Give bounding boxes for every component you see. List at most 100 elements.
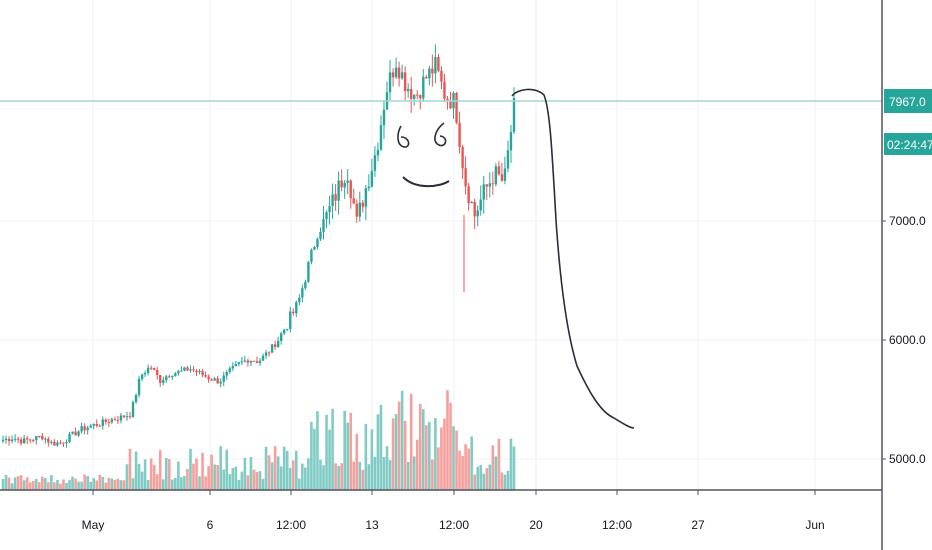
candle-body [198, 371, 201, 373]
candle-body [352, 198, 355, 204]
candle-body [325, 212, 328, 220]
candle-body [370, 170, 374, 187]
candle-body [131, 402, 135, 417]
volume-bar [376, 414, 380, 490]
volume-bar [80, 481, 83, 490]
candle-body [406, 88, 410, 92]
volume-bar [394, 414, 398, 490]
candle-body [264, 352, 268, 356]
volume-bar [143, 459, 147, 490]
candle-body [204, 375, 207, 377]
volume-bar [343, 410, 346, 490]
volume-bar [225, 449, 229, 490]
volume-bar [319, 459, 322, 490]
candle-body [506, 150, 510, 169]
volume-bar [255, 472, 259, 490]
candle-body [10, 439, 14, 442]
candle-body [104, 419, 108, 423]
candle-body [107, 422, 111, 424]
volume-bar [62, 479, 65, 490]
volume-bar [391, 418, 395, 490]
volume-bar [273, 446, 277, 490]
xtick-label: 13 [365, 518, 379, 532]
candle-body [140, 374, 144, 379]
candle-body [80, 426, 83, 432]
volume-bar [77, 481, 80, 490]
candle-body [210, 379, 213, 381]
volume-bar [488, 464, 492, 490]
candle-body [86, 427, 89, 431]
volume-bar [400, 390, 404, 490]
candle-body [98, 425, 101, 427]
volume-bar [155, 474, 159, 490]
candle-body [44, 438, 47, 440]
volume-bar [258, 471, 262, 490]
volume-bars [1, 390, 516, 490]
volume-bar [294, 450, 298, 490]
candle-body [261, 355, 265, 361]
candle-body [331, 194, 334, 207]
volume-bar [122, 480, 126, 490]
candle-body [334, 194, 337, 201]
candle-body [192, 369, 195, 371]
candle-body [177, 371, 180, 374]
candle-body [497, 166, 501, 175]
candle-body [391, 72, 395, 78]
candle-body [258, 360, 262, 363]
volume-bar [44, 478, 47, 490]
candle-body [255, 361, 259, 363]
volume-bar [497, 438, 501, 490]
volume-bar [310, 421, 313, 490]
candle-body [122, 415, 126, 418]
candle-body [509, 131, 513, 151]
volume-bar [137, 463, 141, 490]
last-price-label: 7967.0 [889, 95, 926, 109]
volume-bar [509, 438, 513, 490]
candle-body [38, 435, 41, 437]
volume-bar [56, 479, 59, 490]
volume-bar [222, 469, 226, 490]
volume-bar [367, 464, 371, 490]
candle-body [83, 426, 86, 431]
volume-bar [125, 464, 129, 490]
volume-bar [240, 471, 244, 490]
candle-body [346, 180, 349, 183]
candle-body [434, 57, 437, 74]
xtick-label: Jun [805, 518, 824, 532]
volume-bar [418, 404, 422, 490]
volume-bar [412, 456, 416, 490]
candle-body [416, 94, 419, 96]
volume-bar [449, 402, 452, 490]
volume-bar [461, 455, 464, 490]
volume-bar [86, 475, 89, 490]
candle-body [16, 438, 20, 440]
volume-bar [95, 480, 99, 490]
volume-bar [104, 482, 108, 490]
candle-body [228, 368, 231, 372]
volume-bar [171, 479, 174, 490]
volume-bar [4, 474, 8, 490]
candle-body [446, 98, 449, 101]
candle-body [180, 370, 183, 372]
price-axis[interactable]: 7000.0 6000.0 5000.0 [882, 214, 926, 466]
candle-body [361, 202, 365, 207]
volume-bar [355, 433, 359, 490]
volume-bar [385, 446, 389, 490]
candle-body [249, 360, 253, 363]
volume-bar [16, 476, 20, 490]
volume-bar [373, 456, 377, 490]
volume-bar [107, 477, 111, 490]
xtick-label: 12:00 [276, 518, 306, 532]
candlestick-series [1, 44, 516, 448]
candle-body [146, 367, 150, 374]
volume-bar [313, 428, 316, 490]
candle-body [464, 168, 467, 187]
volume-bar [19, 475, 23, 490]
volume-bar [340, 463, 343, 490]
time-axis[interactable]: May 6 12:00 13 12:00 20 12:00 27 Jun [82, 490, 825, 532]
volume-bar [34, 478, 38, 490]
volume-bar [406, 461, 410, 490]
candle-body [307, 262, 310, 282]
volume-bar [74, 478, 77, 490]
